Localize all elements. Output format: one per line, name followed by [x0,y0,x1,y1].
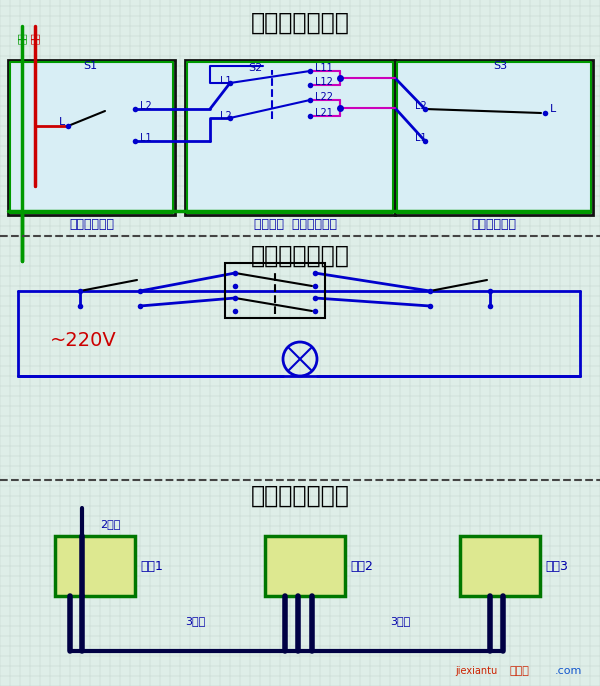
FancyBboxPatch shape [395,60,593,215]
Text: 中途开关  （三控开关）: 中途开关 （三控开关） [254,217,337,230]
Text: 接线图: 接线图 [510,666,530,676]
FancyBboxPatch shape [460,536,540,596]
Text: 单开双控开关: 单开双控开关 [70,217,115,230]
Text: L1: L1 [415,133,427,143]
Text: 开关3: 开关3 [545,560,568,573]
Text: L: L [59,117,65,127]
Text: L22: L22 [315,92,333,102]
Text: L1: L1 [220,76,232,86]
Text: 三控开关接线图: 三控开关接线图 [251,11,349,35]
Text: .com: .com [555,666,583,676]
Text: L1: L1 [140,133,152,143]
Text: 2根线: 2根线 [100,519,121,529]
Text: 相线: 相线 [17,32,27,44]
Text: L2: L2 [415,101,427,111]
FancyBboxPatch shape [8,60,175,215]
Text: 3根线: 3根线 [185,616,205,626]
Text: S1: S1 [83,61,97,71]
Text: ~220V: ~220V [50,331,117,351]
Text: L: L [550,104,556,114]
Text: L12: L12 [315,77,333,87]
Text: S2: S2 [248,63,262,73]
Text: 单开双控开关: 单开双控开关 [472,217,517,230]
Text: jiexiantu: jiexiantu [455,666,497,676]
Text: 开关1: 开关1 [140,560,163,573]
Text: 三控开关原理图: 三控开关原理图 [251,244,349,268]
Text: 3根线: 3根线 [390,616,410,626]
FancyBboxPatch shape [55,536,135,596]
Text: 三控开关布线图: 三控开关布线图 [251,484,349,508]
Text: L2: L2 [220,111,232,121]
FancyBboxPatch shape [185,60,395,215]
Text: L11: L11 [315,63,333,73]
FancyBboxPatch shape [265,536,345,596]
Text: S3: S3 [493,61,507,71]
Text: L2: L2 [140,101,152,111]
Text: L21: L21 [315,108,333,118]
Text: 火线: 火线 [30,32,40,44]
Text: 开关2: 开关2 [350,560,373,573]
